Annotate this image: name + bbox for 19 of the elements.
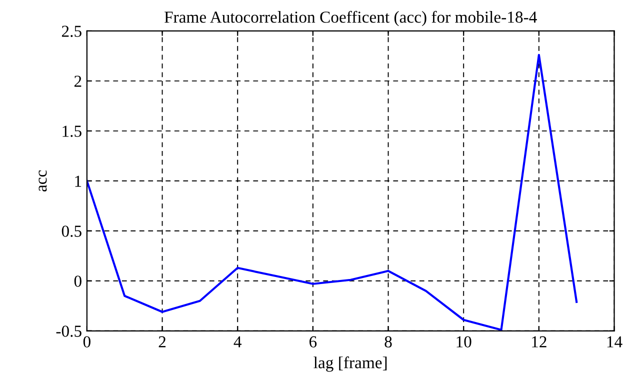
y-axis-title: acc [38,170,47,192]
line-series [86,54,578,331]
y-tick-label: 1 [75,176,82,187]
x-tick-label: 12 [532,336,546,348]
x-tick-label: 4 [234,336,242,348]
y-tick-label: -0.5 [56,326,82,337]
x-tick-label: 2 [158,336,166,348]
y-tick-label: 0 [74,276,82,287]
chart-title: Frame Autocorrelation Coefficent (acc) for mobile-18-4 [164,10,537,26]
y-tick-label: 2 [74,76,82,87]
x-tick-label: 10 [456,336,472,348]
x-tick-label: 0 [83,336,90,348]
x-axis-title: lag [frame] [314,356,387,372]
y-tick-label: 2.5 [62,26,82,37]
x-tick-label: 14 [607,336,622,348]
y-tick-label: 1.5 [62,126,82,137]
x-tick-label: 8 [384,336,392,348]
x-tick-label: 6 [309,336,317,348]
y-tick-label: 0.5 [62,226,82,237]
